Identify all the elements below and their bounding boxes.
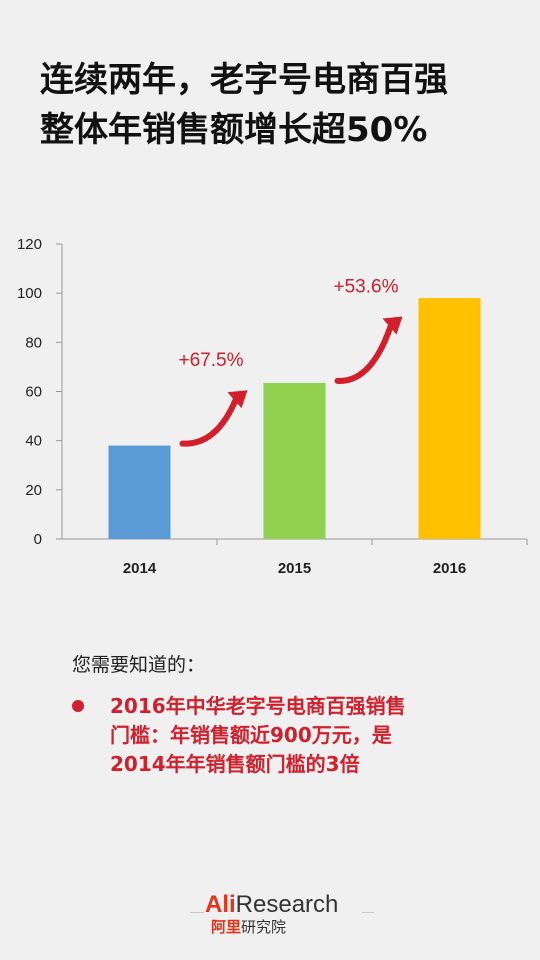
bullet-line-2: 门槛：年销售额近900万元，是	[110, 723, 392, 747]
bar-2014	[108, 445, 171, 539]
y-tick-label: 20	[25, 482, 42, 499]
footer-divider-left	[190, 912, 204, 913]
growth-label: +67.5%	[179, 350, 244, 371]
bullet-dot-icon	[72, 700, 84, 712]
y-tick-label: 60	[25, 384, 42, 401]
page-title: 连续两年，老字号电商百强 整体年销售额增长超50%	[40, 55, 520, 155]
bullet-line-1: 2016年中华老字号电商百强销售	[110, 694, 406, 718]
title-line-1: 连续两年，老字号电商百强	[40, 60, 448, 100]
growth-arrow-2014-2015: +67.5%	[179, 350, 248, 447]
y-tick-label: 80	[25, 334, 42, 351]
x-tick-label: 2015	[278, 560, 311, 577]
y-tick-label: 120	[17, 236, 42, 253]
growth-arrow-2015-2016: +53.6%	[334, 276, 403, 384]
y-tick-label: 0	[34, 531, 42, 548]
y-tick-label: 40	[25, 433, 42, 450]
x-tick-label: 2014	[123, 560, 157, 577]
arrow-shaft	[179, 397, 239, 447]
aliresearch-logo: AliResearch 阿里研究院	[205, 891, 365, 937]
notes-bullet: 2016年中华老字号电商百强销售 门槛：年销售额近900万元，是 2014年年销…	[72, 692, 492, 779]
x-tick-label: 2016	[433, 560, 466, 577]
logo-cn-research: 研究院	[241, 918, 287, 936]
notes-heading: 您需要知道的：	[72, 654, 206, 676]
footer-divider-right	[362, 912, 374, 913]
logo-research: Research	[235, 891, 339, 918]
bar-2016	[418, 298, 481, 539]
title-line-2: 整体年销售额增长超50%	[40, 110, 428, 150]
logo-ali: Ali	[205, 891, 236, 918]
growth-label: +53.6%	[334, 276, 399, 297]
arrow-head	[227, 390, 248, 409]
bullet-text: 2016年中华老字号电商百强销售 门槛：年销售额近900万元，是 2014年年销…	[110, 692, 492, 779]
y-tick-label: 100	[17, 285, 42, 302]
bullet-line-3: 2014年年销售额门槛的3倍	[110, 752, 360, 776]
arrow-head	[382, 316, 403, 335]
bar-2015	[263, 382, 326, 539]
bar-chart: 0 20 40 60 80 100 120 2014 2015 2016 +67.5% +53.6%	[17, 236, 528, 577]
logo-cn-ali: 阿里	[211, 918, 242, 936]
arrow-shaft	[334, 323, 394, 384]
